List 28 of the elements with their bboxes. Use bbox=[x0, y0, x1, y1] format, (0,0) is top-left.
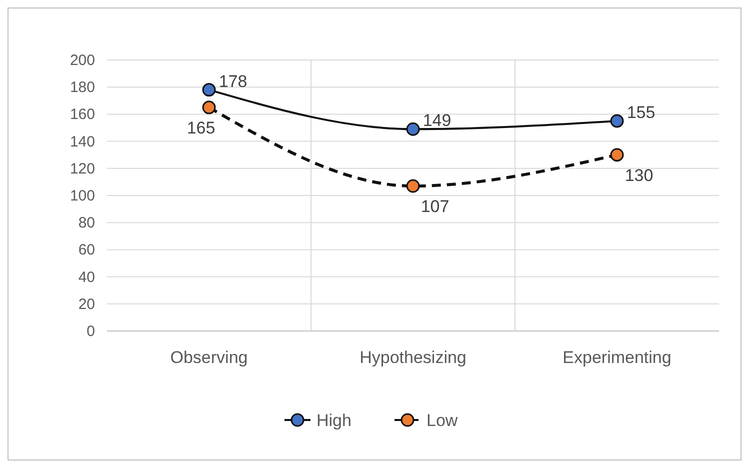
y-tick-label: 120 bbox=[70, 160, 95, 178]
x-tick-label: Hypothesizing bbox=[360, 348, 466, 367]
point bbox=[406, 122, 420, 136]
data-label: 155 bbox=[626, 102, 656, 122]
point bbox=[610, 114, 624, 128]
y-tick-label: 60 bbox=[78, 242, 95, 259]
y-tick-label: 200 bbox=[70, 52, 95, 69]
y-tick-label: 20 bbox=[78, 296, 95, 313]
y-tick-label: 0 bbox=[86, 323, 95, 340]
data-label: 165 bbox=[186, 118, 216, 138]
data-label: 149 bbox=[422, 111, 452, 130]
point bbox=[406, 179, 420, 193]
data-label: 178 bbox=[218, 72, 248, 91]
data-label: 130 bbox=[624, 166, 654, 185]
y-tick-label: 40 bbox=[78, 268, 95, 286]
y-tick-label: 80 bbox=[78, 214, 95, 232]
legend-label: Low bbox=[426, 411, 458, 430]
point bbox=[202, 100, 216, 114]
data-label: 107 bbox=[420, 197, 450, 216]
x-tick-label: Experimenting bbox=[562, 348, 672, 367]
x-tick-label: Observing bbox=[170, 348, 248, 367]
point bbox=[610, 148, 624, 162]
y-tick-label: 180 bbox=[70, 79, 95, 96]
legend-label: High bbox=[316, 411, 352, 430]
y-tick-label: 140 bbox=[70, 133, 95, 150]
point bbox=[202, 83, 216, 97]
y-tick-label: 160 bbox=[70, 106, 95, 124]
y-tick-label: 100 bbox=[70, 188, 95, 204]
